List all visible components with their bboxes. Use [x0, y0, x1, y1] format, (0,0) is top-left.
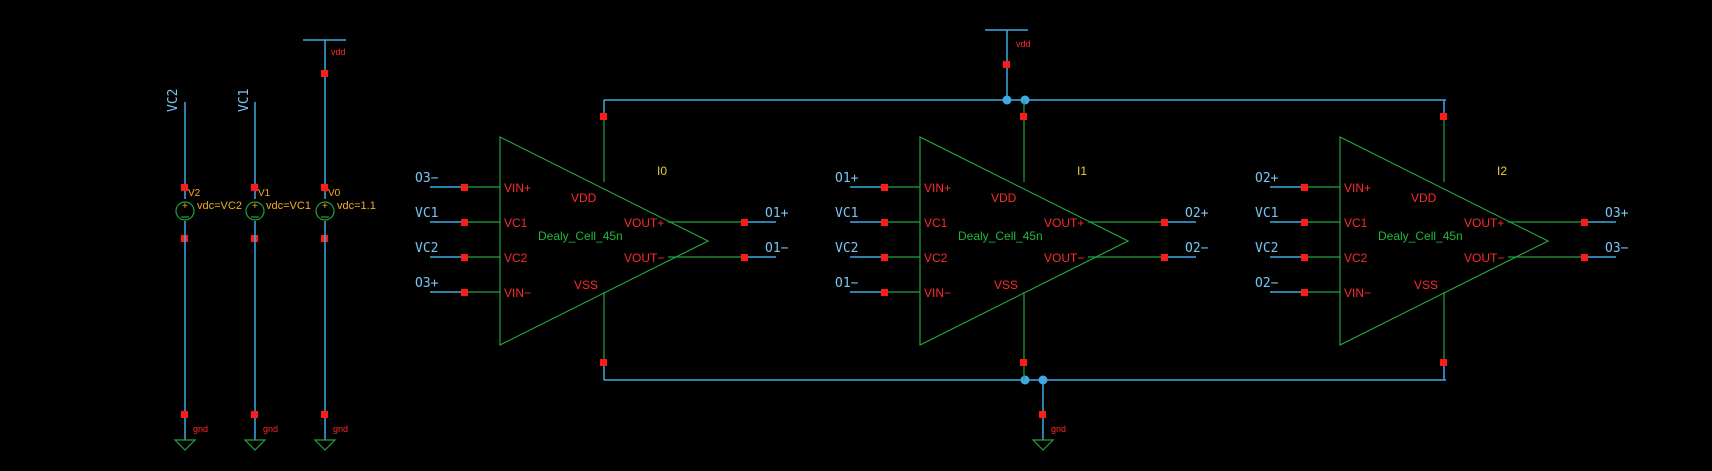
- net-label-vc1: VC1: [835, 206, 858, 221]
- pin-vin-plus: VIN+: [504, 181, 531, 195]
- net-label-vc1: VC1: [415, 206, 438, 221]
- dc-source-v2[interactable]: VC2 V2 + vdc=VC2 gnd: [166, 89, 242, 451]
- source-name-v1: V1: [258, 188, 271, 199]
- gnd-label: gnd: [263, 424, 278, 434]
- ground-icon: [313, 439, 337, 451]
- pin-vout-minus: VOUT−: [624, 251, 664, 265]
- junction-dot: [1020, 375, 1030, 385]
- pin-vc2: VC2: [1344, 251, 1368, 265]
- net-label-vin-minus: O1−: [835, 276, 859, 291]
- gnd-label: gnd: [333, 424, 348, 434]
- vdd-rail[interactable]: vdd: [604, 29, 1446, 105]
- net-label-vin-plus: O3−: [415, 171, 439, 186]
- source-param-v2: vdc=VC2: [197, 200, 242, 212]
- delay-cell-symbol: [919, 136, 1130, 346]
- source-param-v1: vdc=VC1: [266, 200, 311, 212]
- pin-vss: VSS: [1414, 278, 1438, 292]
- source-param-v0: vdc=1.1: [337, 200, 376, 212]
- net-label-vc2: VC2: [1255, 241, 1278, 256]
- net-label-vout-minus: O2−: [1185, 241, 1209, 256]
- net-label-vin-minus: O3+: [415, 276, 439, 291]
- pin-vss: VSS: [574, 278, 598, 292]
- pin-vc1: VC1: [504, 216, 528, 230]
- cell-name: Dealy_Cell_45n: [958, 229, 1043, 243]
- net-label-vc2: VC2: [166, 89, 181, 112]
- net-label-vout-minus: O3−: [1605, 241, 1629, 256]
- dc-source-v0[interactable]: vdd V0 + vdc=1.1 gnd: [303, 39, 376, 451]
- svg-text:+: +: [322, 201, 328, 212]
- pin-vdd: VDD: [571, 191, 597, 205]
- pin-vc1: VC1: [924, 216, 948, 230]
- pin-vin-minus: VIN−: [504, 286, 531, 300]
- source-name-v0: V0: [328, 188, 341, 199]
- ground-icon: [173, 439, 197, 451]
- delay-cell-i0[interactable]: O3− VC1 VC2 O3+ O1+ O1− VIN+ VC1 VC2 VIN…: [415, 100, 789, 380]
- junction-dot: [1002, 95, 1012, 105]
- vdd-label: vdd: [331, 47, 346, 57]
- dc-source-v0-symbol: [315, 201, 335, 221]
- vdd-label: vdd: [1016, 39, 1031, 49]
- pin-vc2: VC2: [504, 251, 528, 265]
- delay-cell-i1[interactable]: O1+ VC1 VC2 O1− O2+ O2− VIN+ VC1 VC2 VIN…: [835, 100, 1209, 380]
- pin-vout-plus: VOUT+: [1464, 216, 1504, 230]
- delay-cell-symbol: [499, 136, 710, 346]
- dc-source-v2-symbol: [175, 201, 195, 221]
- pin-vdd: VDD: [991, 191, 1017, 205]
- net-label-vc2: VC2: [835, 241, 858, 256]
- pin-vout-minus: VOUT−: [1044, 251, 1084, 265]
- net-label-vc2: VC2: [415, 241, 438, 256]
- ground-icon: [243, 439, 267, 451]
- vss-rail[interactable]: gnd: [604, 375, 1446, 451]
- svg-text:+: +: [252, 201, 258, 212]
- svg-text:+: +: [182, 201, 188, 212]
- dc-source-v1[interactable]: VC1 V1 + vdc=VC1 gnd: [237, 89, 311, 451]
- source-name-v2: V2: [188, 188, 201, 199]
- net-label-vin-plus: O2+: [1255, 171, 1279, 186]
- net-label-vout-plus: O1+: [765, 206, 789, 221]
- cell-name: Dealy_Cell_45n: [538, 229, 623, 243]
- net-label-vin-plus: O1+: [835, 171, 859, 186]
- net-label-vc1: VC1: [1255, 206, 1278, 221]
- pin-vdd: VDD: [1411, 191, 1437, 205]
- delay-cell-i2[interactable]: O2+ VC1 VC2 O2− O3+ O3− VIN+ VC1 VC2 VIN…: [1255, 100, 1629, 380]
- instance-name: I1: [1077, 164, 1087, 178]
- gnd-label: gnd: [193, 424, 208, 434]
- net-label-vin-minus: O2−: [1255, 276, 1279, 291]
- dc-source-v1-symbol: [245, 201, 265, 221]
- net-label-vout-plus: O3+: [1605, 206, 1629, 221]
- gnd-label: gnd: [1051, 424, 1066, 434]
- instance-name: I0: [657, 164, 667, 178]
- pin-vin-minus: VIN−: [1344, 286, 1371, 300]
- net-label-vc1: VC1: [237, 89, 252, 112]
- instance-name: I2: [1497, 164, 1507, 178]
- cell-name: Dealy_Cell_45n: [1378, 229, 1463, 243]
- pin-vout-plus: VOUT+: [1044, 216, 1084, 230]
- pin-vss: VSS: [994, 278, 1018, 292]
- pin-vin-minus: VIN−: [924, 286, 951, 300]
- pin-vc1: VC1: [1344, 216, 1368, 230]
- ground-icon: [1031, 439, 1055, 451]
- pin-vout-minus: VOUT−: [1464, 251, 1504, 265]
- pin-vc2: VC2: [924, 251, 948, 265]
- delay-cell-symbol: [1339, 136, 1550, 346]
- pin-vin-plus: VIN+: [1344, 181, 1371, 195]
- pin-vout-plus: VOUT+: [624, 216, 664, 230]
- net-label-vout-plus: O2+: [1185, 206, 1209, 221]
- junction-dot: [1020, 95, 1030, 105]
- pin-vin-plus: VIN+: [924, 181, 951, 195]
- net-label-vout-minus: O1−: [765, 241, 789, 256]
